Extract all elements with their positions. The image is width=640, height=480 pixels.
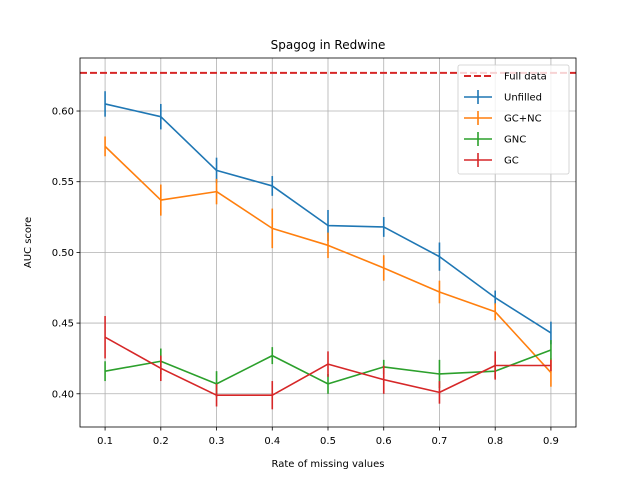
y-tick-label: 0.45 bbox=[52, 319, 74, 330]
series-gc-nc bbox=[104, 136, 552, 387]
x-axis: 0.1 0.2 0.3 0.4 0.5 0.6 0.7 0.8 0.9 bbox=[97, 427, 559, 447]
legend-box bbox=[457, 64, 570, 175]
y-tick-label: 0.55 bbox=[52, 177, 74, 188]
legend-entry: Unfilled bbox=[464, 90, 542, 104]
y-tick-label: 0.50 bbox=[52, 248, 74, 259]
legend-label: Unfilled bbox=[504, 93, 542, 104]
legend: Full data Unfilled GC+NC GNC GC bbox=[457, 64, 570, 175]
series-gc bbox=[104, 316, 552, 410]
legend-label: Full data bbox=[504, 72, 547, 83]
y-axis-label: AUC score bbox=[23, 217, 34, 268]
x-tick-label: 0.9 bbox=[543, 436, 559, 447]
legend-entry: GNC bbox=[464, 132, 526, 146]
x-tick-label: 0.6 bbox=[376, 436, 392, 447]
y-tick-label: 0.60 bbox=[52, 107, 74, 118]
y-axis: 0.40 0.45 0.50 0.55 0.60 bbox=[52, 107, 80, 400]
x-tick-label: 0.3 bbox=[209, 436, 225, 447]
x-axis-label: Rate of missing values bbox=[271, 459, 384, 470]
legend-entry: GC bbox=[464, 153, 519, 167]
legend-entry: GC+NC bbox=[464, 111, 542, 125]
y-tick-label: 0.40 bbox=[52, 389, 74, 400]
x-tick-label: 0.4 bbox=[264, 436, 280, 447]
x-tick-label: 0.7 bbox=[432, 436, 448, 447]
legend-entry: Full data bbox=[464, 72, 547, 83]
x-tick-label: 0.2 bbox=[153, 436, 169, 447]
legend-label: GNC bbox=[504, 135, 526, 146]
legend-label: GC+NC bbox=[504, 114, 542, 125]
legend-label: GC bbox=[504, 156, 519, 167]
series-layer bbox=[104, 91, 552, 410]
x-tick-label: 0.8 bbox=[487, 436, 503, 447]
x-tick-label: 0.1 bbox=[97, 436, 113, 447]
x-tick-label: 0.5 bbox=[320, 436, 336, 447]
chart-title: Spagog in Redwine bbox=[271, 38, 386, 52]
